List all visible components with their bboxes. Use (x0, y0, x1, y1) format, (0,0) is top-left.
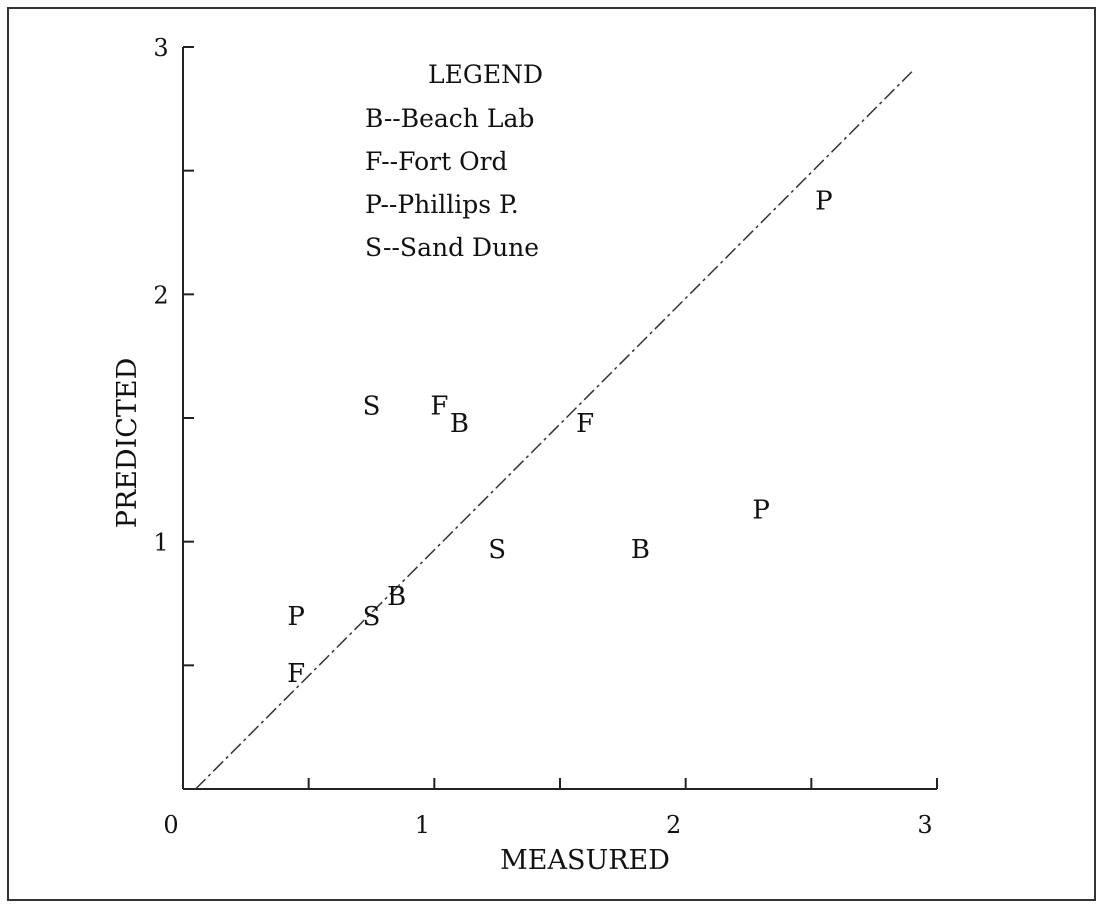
plot-axes (182, 46, 938, 790)
data-point-p: P (287, 602, 305, 632)
data-point-p: P (752, 496, 770, 526)
legend-entry-sand-dune: S--Sand Dune (365, 233, 539, 262)
legend-entry-fort-ord: F--Fort Ord (365, 147, 508, 176)
tick-label-layer: 0 1 2 3 1 2 3 (153, 34, 932, 839)
legend-entry-beach-lab: B--Beach Lab (365, 104, 534, 133)
y-axis-title: PREDICTED (112, 358, 143, 529)
x-tick-label: 0 (163, 811, 178, 839)
legend-title: LEGEND (428, 60, 543, 89)
y-tick-label: 1 (153, 529, 168, 557)
data-point-b: B (387, 582, 406, 612)
data-point-s: S (363, 392, 381, 422)
data-point-s: S (363, 602, 381, 632)
y-tick-label: 3 (153, 34, 168, 62)
data-point-f: F (430, 392, 448, 422)
figure-frame (7, 7, 1096, 901)
data-point-f: F (287, 659, 305, 689)
data-point-f: F (576, 409, 594, 439)
reference-line (195, 71, 913, 790)
data-point-s: S (488, 535, 506, 565)
x-tick-label: 1 (415, 811, 430, 839)
x-tick-label: 2 (666, 811, 681, 839)
x-tick-label: 3 (917, 811, 932, 839)
y-tick-label: 2 (153, 281, 168, 309)
data-point-p: P (815, 186, 833, 216)
legend: LEGEND B--Beach Lab F--Fort Ord P--Phill… (365, 60, 543, 262)
data-point-b: B (450, 409, 469, 439)
legend-entry-phillips: P--Phillips P. (365, 190, 519, 219)
data-point-b: B (631, 535, 650, 565)
reference-line-layer (195, 71, 913, 790)
x-axis-title: MEASURED (500, 845, 670, 876)
